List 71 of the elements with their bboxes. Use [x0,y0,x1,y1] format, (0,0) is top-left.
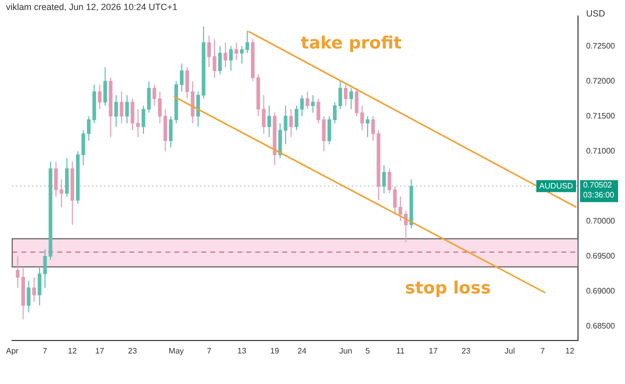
x-tick-label: 17 [428,346,438,356]
y-axis-title: USD [586,8,606,18]
x-tick-label: 11 [396,346,406,356]
x-tick-label: 5 [365,346,370,356]
x-tick-label: 12 [68,346,78,356]
x-tick-label: 17 [95,346,105,356]
x-tick-label: May [168,346,184,356]
y-tick-label: 0.69500 [586,252,616,261]
candlestick [382,164,386,194]
candlestick [306,91,310,110]
x-tick-label: 7 [540,346,546,356]
y-tick-label: 0.72000 [586,76,616,86]
candlestick [168,116,173,148]
candlestick [185,66,190,100]
candlestick [229,46,233,72]
y-tick-label: 0.70000 [586,216,616,226]
candlestick [245,30,250,54]
candlestick [152,84,156,106]
candlestick [81,130,86,166]
candlestick [332,102,337,124]
candlestick [218,46,222,75]
candlestick [234,42,238,61]
y-tick-label: 0.71000 [586,146,616,156]
y-tick-label: 0.72500 [586,41,616,50]
candlestick [354,88,358,117]
candlestick [120,91,124,124]
x-tick-label: 19 [270,346,280,356]
candlestick [267,105,272,138]
candlestick [158,91,162,124]
ref-line-label: AUDUSD [539,181,574,190]
candlestick [311,94,315,114]
annotation: take profit [300,33,402,54]
candlestick [16,256,20,288]
candlestick [240,46,244,64]
y-tick-label: 0.68500 [586,322,616,331]
text: 0.70502 [583,180,613,190]
candlestick [327,116,332,145]
x-tick-label: 7 [206,346,212,356]
band-label: stop loss [405,278,491,298]
candlestick [316,98,320,124]
candlestick [344,84,348,106]
y-tick-label: 0.71500 [586,111,616,120]
candlestick [180,63,184,92]
chart-title: viklam created, Jun 12, 2026 10:24 UTC+1 [6,2,178,12]
candlestick [360,105,364,131]
y-tick-label: 0.69000 [586,286,616,296]
x-tick-label: Jun [339,346,352,356]
candlestick [103,66,107,106]
text: 03:36:00 [583,190,615,200]
candlestick [125,94,129,124]
candlestick [262,94,266,134]
candlestick [26,280,30,313]
x-tick-label: 12 [565,346,575,356]
candlestick [366,116,370,138]
x-tick-label: 23 [462,346,471,356]
candlestick [98,84,102,110]
candlestick [349,88,354,110]
candlestick [338,80,342,110]
candlestick [114,94,118,128]
candlestick [289,108,293,138]
candlestick [322,116,326,152]
x-tick-label: 24 [298,346,307,356]
x-tick-label: 13 [237,346,247,356]
x-tick-label: Jul [504,346,516,356]
candlestick [32,276,36,302]
x-tick-label: 23 [128,346,138,356]
x-tick-label: Apr [6,346,19,356]
candlestick [284,105,288,145]
candlestick [224,42,228,68]
x-tick-label: 7 [42,346,48,356]
candlestick [86,116,91,142]
